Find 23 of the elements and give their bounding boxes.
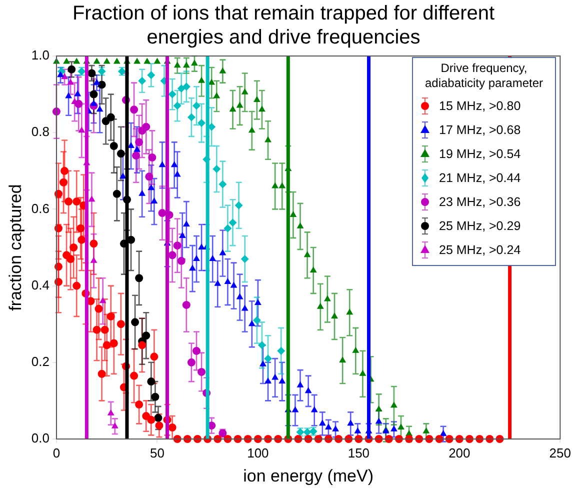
legend-title: Drive frequency, adiabaticity parameter (424, 61, 544, 91)
y-tick-label: 1.0 (31, 48, 50, 63)
legend-label: 25 MHz, >0.29 (439, 219, 521, 233)
chart-title: Fraction of ions that remain trapped for different energies and drive frequencies (72, 2, 495, 49)
x-tick-label: 250 (549, 445, 572, 460)
legend-label: 23 MHz, >0.36 (439, 195, 521, 209)
legend-label: 21 MHz, >0.44 (439, 171, 521, 185)
legend-label: 17 MHz, >0.68 (439, 123, 521, 137)
y-tick-label: 0.4 (31, 277, 50, 292)
y-axis-title: fraction captured (6, 184, 25, 311)
y-tick-label: 0.6 (31, 200, 50, 216)
x-tick-label: 50 (150, 445, 164, 460)
y-tick-label: 0.0 (31, 430, 50, 446)
x-tick-label: 200 (448, 445, 470, 460)
x-axis-title: ion energy (meV) (243, 466, 374, 486)
x-tick-label: 0 (52, 445, 60, 460)
x-tick-label: 100 (247, 445, 269, 460)
legend-label: 15 MHz, >0.80 (439, 99, 521, 113)
x-tick-label: 150 (348, 445, 370, 460)
legend-label: 19 MHz, >0.54 (439, 147, 521, 161)
y-tick-label: 0.2 (31, 354, 50, 369)
y-tick-label: 0.8 (31, 124, 50, 140)
legend-label: 25 MHz, >0.24 (439, 243, 521, 257)
